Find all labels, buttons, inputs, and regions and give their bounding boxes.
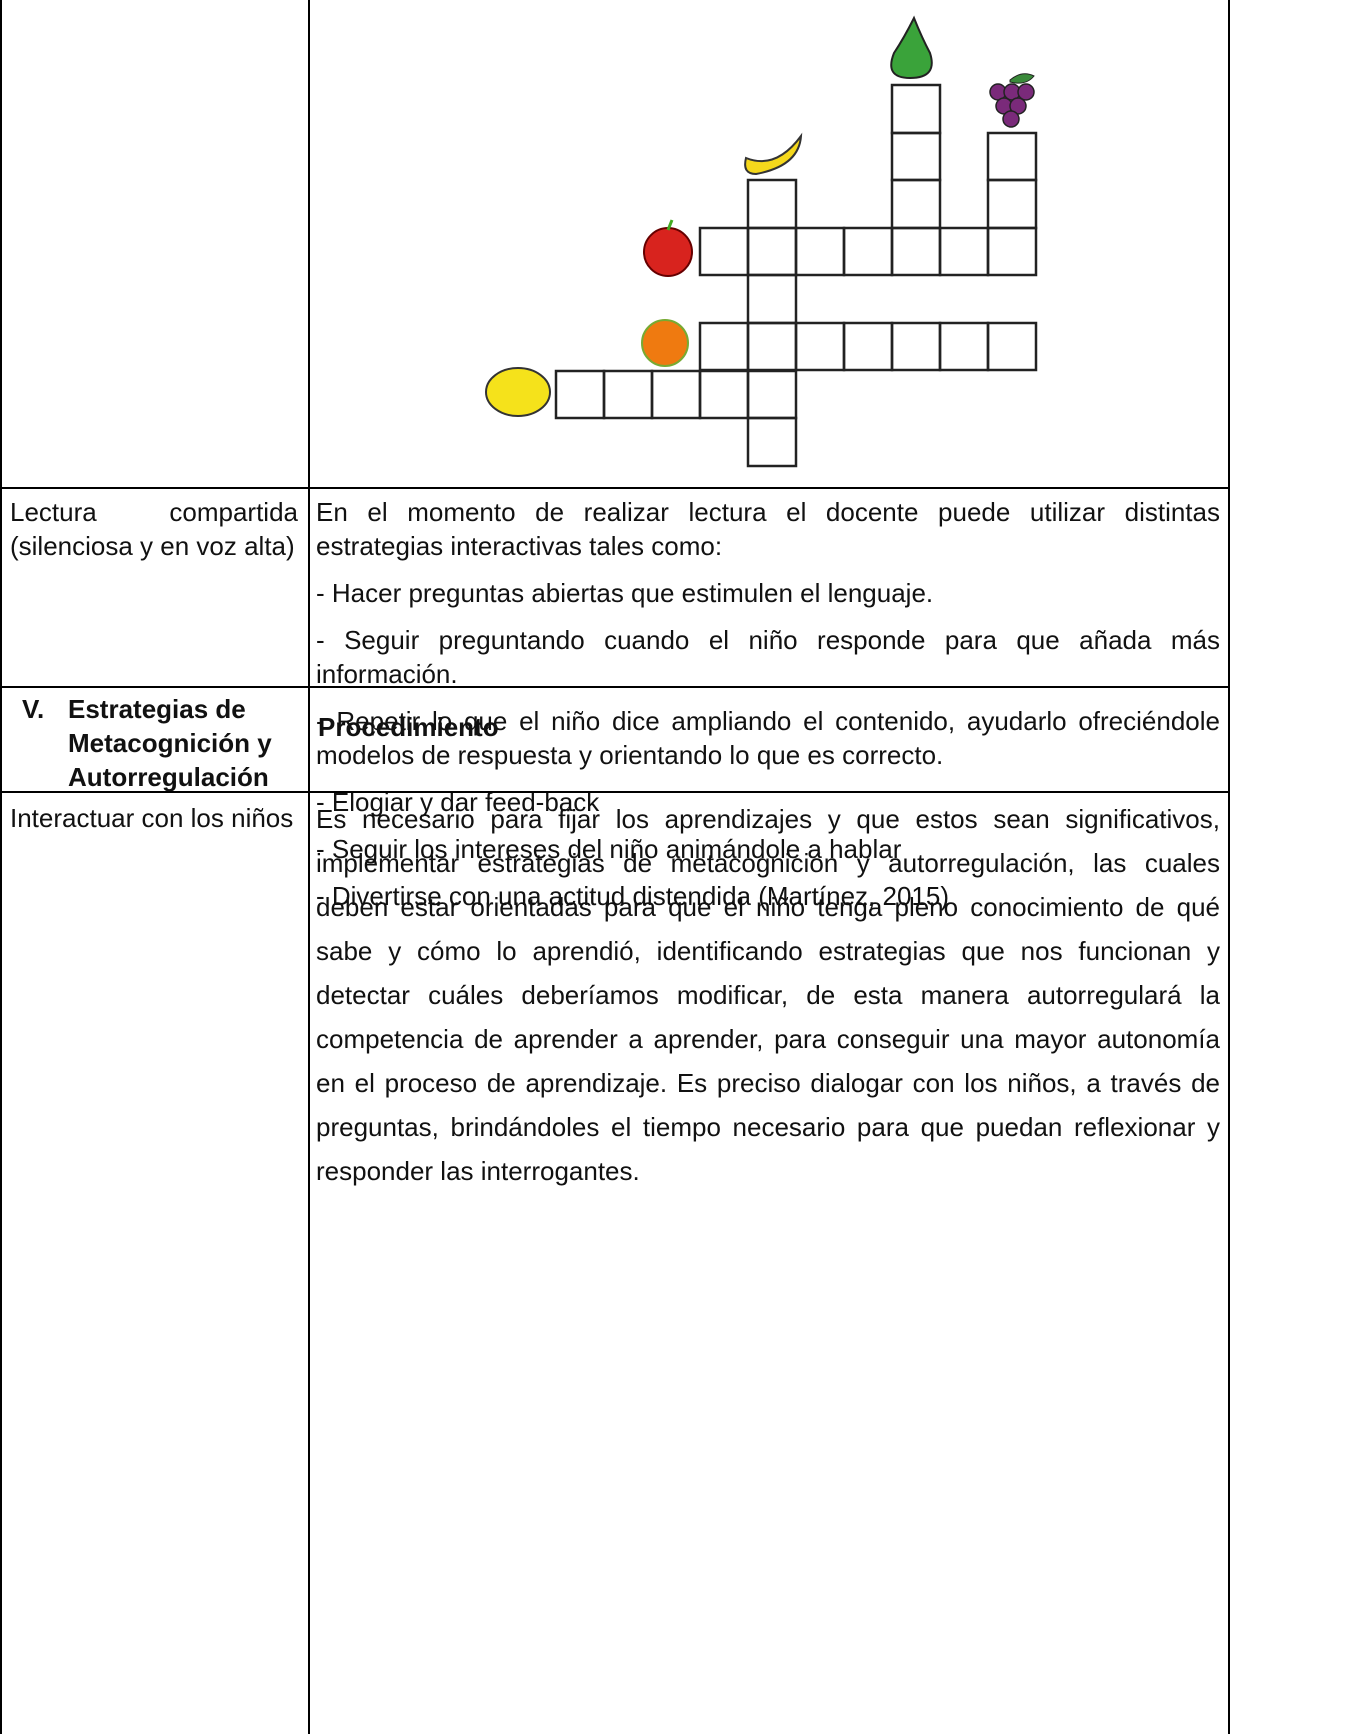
cell: Es necesario para fijar los aprendizajes…: [308, 791, 1230, 1734]
cell: [0, 0, 310, 489]
paragraph: - Divertirse con una actitud distendida …: [316, 881, 949, 911]
paragraph: - Hacer preguntas abiertas que estimulen…: [316, 578, 934, 608]
crossword: [485, 15, 1038, 468]
section-number: V.: [22, 694, 45, 724]
paragraph: En el momento de realizar lectura el doc…: [316, 497, 1220, 561]
cell: Lectura compartida (silenciosa y en voz …: [0, 487, 310, 688]
section-title: Estrategias de Metacognición y Autorregu…: [68, 694, 272, 792]
paragraph: - Seguir los intereses del niño animándo…: [316, 834, 902, 864]
cell: Procedimiento: [308, 686, 1230, 793]
paragraph: - Seguir preguntando cuando el niño resp…: [316, 625, 1220, 689]
cell: [308, 0, 1230, 489]
paragraph: - Repetir lo que el niño dice ampliando …: [316, 706, 1220, 770]
procedure: Es necesario para fijar los aprendizajes…: [316, 804, 1220, 1186]
strategy: Lectura compartida (silenciosa y en voz …: [10, 497, 298, 561]
cell: En el momento de realizar lectura el doc…: [308, 487, 1230, 911]
cell: V. Estrategias de Metacognición y Autorr…: [0, 686, 310, 793]
strategy: Interactuar con los niños: [10, 803, 294, 833]
cell: Interactuar con los niños: [0, 791, 310, 1734]
procedure-header: Procedimiento: [318, 712, 499, 742]
procedure: En el momento de realizar lectura el doc…: [316, 495, 1220, 926]
